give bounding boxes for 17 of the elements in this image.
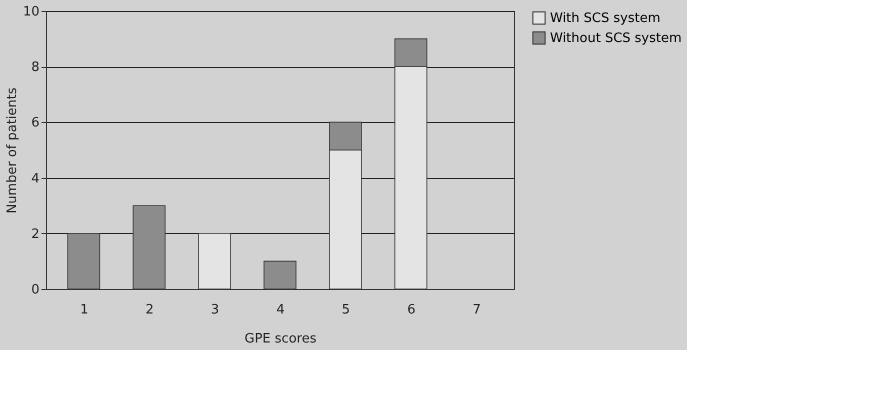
x-tick-label: 4 — [276, 302, 285, 318]
x-tick-label: 3 — [210, 302, 220, 318]
y-tick-label: 4 — [31, 171, 40, 186]
x-tick-label: 6 — [407, 302, 416, 318]
legend-label: Without SCS system — [550, 31, 682, 46]
x-axis-title: GPE scores — [244, 332, 317, 346]
y-tick-label: 10 — [22, 4, 40, 20]
x-tick-label: 1 — [80, 302, 88, 318]
y-tick-label: 2 — [31, 226, 40, 242]
legend-label: With SCS system — [550, 11, 660, 26]
y-tick-label: 6 — [31, 116, 40, 131]
y-axis-title: Number of patients — [4, 87, 20, 214]
x-tick-label: 2 — [146, 302, 154, 318]
x-tick-label: 5 — [342, 302, 350, 318]
x-tick-label: 7 — [472, 302, 481, 318]
y-tick-label: 0 — [31, 282, 40, 298]
y-tick-label: 8 — [31, 60, 40, 76]
